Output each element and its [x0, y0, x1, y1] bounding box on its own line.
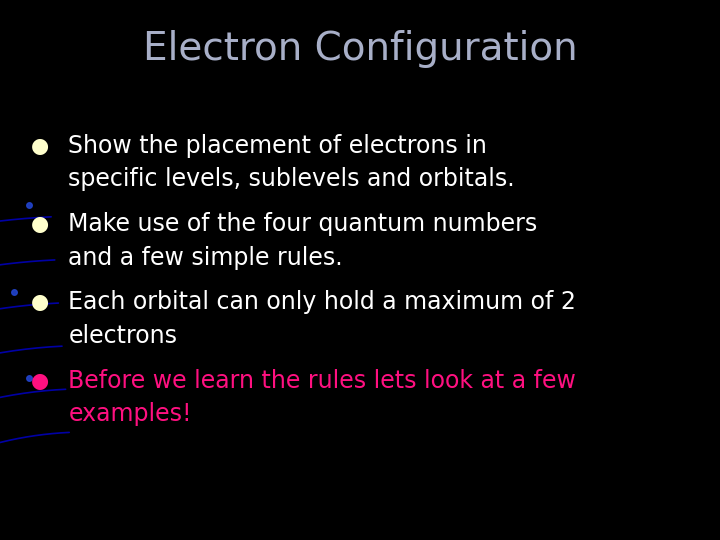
Text: and a few simple rules.: and a few simple rules.	[68, 246, 343, 269]
Text: Before we learn the rules lets look at a few: Before we learn the rules lets look at a…	[68, 369, 576, 393]
Text: ●: ●	[30, 214, 49, 234]
Text: electrons: electrons	[68, 324, 177, 348]
Text: Make use of the four quantum numbers: Make use of the four quantum numbers	[68, 212, 538, 236]
Text: specific levels, sublevels and orbitals.: specific levels, sublevels and orbitals.	[68, 167, 515, 191]
Text: examples!: examples!	[68, 402, 192, 426]
Text: Electron Configuration: Electron Configuration	[143, 30, 577, 68]
Text: ●: ●	[30, 292, 49, 313]
Text: Each orbital can only hold a maximum of 2: Each orbital can only hold a maximum of …	[68, 291, 576, 314]
Text: Show the placement of electrons in: Show the placement of electrons in	[68, 134, 487, 158]
Text: ●: ●	[30, 370, 49, 391]
Text: ●: ●	[30, 136, 49, 156]
